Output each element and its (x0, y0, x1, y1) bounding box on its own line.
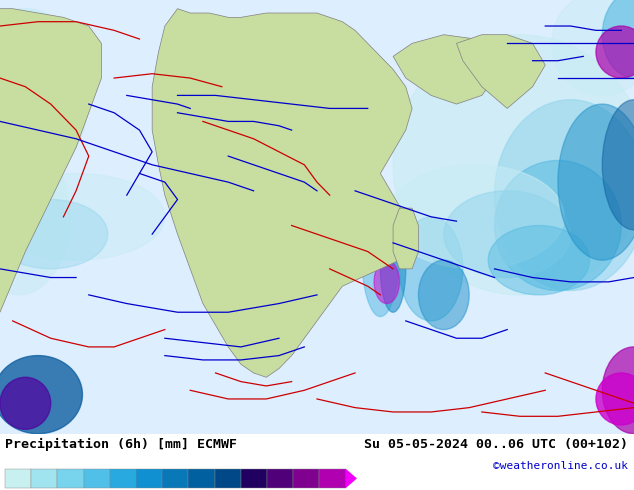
Bar (267, 468, 293, 489)
Bar (320, 468, 346, 489)
Ellipse shape (387, 165, 564, 269)
Ellipse shape (0, 182, 32, 269)
Ellipse shape (399, 217, 463, 321)
Bar (31, 468, 58, 489)
Ellipse shape (6, 78, 70, 165)
Ellipse shape (380, 225, 406, 312)
Bar (136, 468, 162, 489)
Text: ©weatheronline.co.uk: ©weatheronline.co.uk (493, 461, 628, 471)
Polygon shape (0, 9, 101, 312)
Ellipse shape (495, 100, 634, 291)
Ellipse shape (374, 260, 399, 304)
Ellipse shape (0, 173, 165, 260)
Bar (241, 468, 267, 489)
Polygon shape (346, 468, 357, 489)
Bar (58, 468, 84, 489)
Ellipse shape (0, 356, 82, 434)
Bar (84, 468, 110, 489)
Ellipse shape (558, 104, 634, 260)
Ellipse shape (602, 100, 634, 230)
Text: Su 05-05-2024 00..06 UTC (00+102): Su 05-05-2024 00..06 UTC (00+102) (364, 438, 628, 451)
Ellipse shape (488, 225, 590, 295)
Ellipse shape (596, 26, 634, 78)
Bar (214, 468, 241, 489)
Ellipse shape (444, 191, 571, 277)
Ellipse shape (596, 373, 634, 425)
Ellipse shape (0, 91, 51, 213)
Polygon shape (393, 208, 418, 269)
Ellipse shape (0, 9, 89, 182)
Ellipse shape (361, 187, 399, 317)
Ellipse shape (602, 347, 634, 434)
Polygon shape (456, 35, 545, 108)
Ellipse shape (0, 199, 108, 269)
Bar (110, 468, 136, 489)
Ellipse shape (495, 160, 621, 291)
Text: Precipitation (6h) [mm] ECMWF: Precipitation (6h) [mm] ECMWF (5, 438, 237, 451)
Ellipse shape (418, 260, 469, 330)
Bar (5, 468, 31, 489)
Ellipse shape (0, 139, 70, 295)
Polygon shape (152, 9, 412, 377)
Ellipse shape (552, 0, 634, 96)
Bar (188, 468, 214, 489)
Bar (293, 468, 320, 489)
Bar (162, 468, 188, 489)
Polygon shape (393, 35, 495, 104)
Ellipse shape (393, 35, 634, 295)
Ellipse shape (602, 0, 634, 78)
Ellipse shape (0, 377, 51, 429)
